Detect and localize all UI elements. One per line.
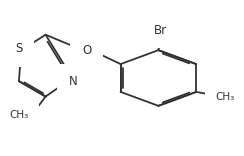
Text: CH₃: CH₃ — [216, 92, 235, 102]
Text: O: O — [82, 44, 92, 57]
Text: CH₃: CH₃ — [9, 110, 29, 120]
Text: Br: Br — [154, 24, 167, 37]
Text: N: N — [69, 75, 78, 88]
Text: S: S — [15, 42, 23, 55]
